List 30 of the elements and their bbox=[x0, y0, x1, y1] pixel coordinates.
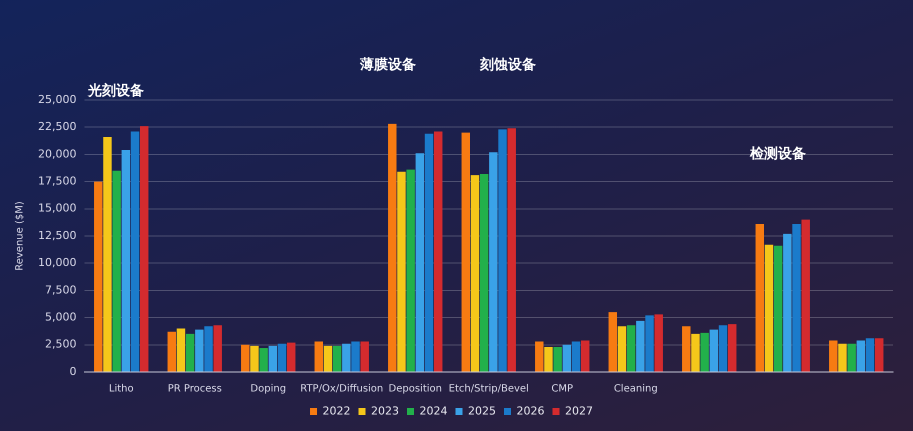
y-axis-title: Revenue ($M) bbox=[14, 201, 26, 271]
y-tick-label: 7,500 bbox=[44, 283, 76, 296]
y-tick-label: 0 bbox=[69, 364, 76, 378]
x-tick-label: Doping bbox=[250, 384, 286, 395]
x-tick-label: CMP bbox=[551, 384, 574, 395]
x-tick-label: Deposition bbox=[388, 384, 442, 395]
legend-label: 2022 bbox=[322, 404, 351, 418]
x-tick-label: Etch/Strip/Bevel bbox=[448, 384, 529, 395]
text: 刻蚀设备 bbox=[480, 56, 536, 74]
y-tick-label: 20,000 bbox=[38, 147, 76, 160]
y-tick-label: 17,500 bbox=[38, 174, 76, 188]
annotation: 检测设备 bbox=[750, 145, 806, 163]
text: 光刻设备 bbox=[88, 82, 144, 100]
x-tick-label: Cleaning bbox=[614, 384, 658, 395]
y-tick-label: 12,500 bbox=[38, 228, 76, 242]
y-tick-label: 25,000 bbox=[38, 92, 76, 106]
y-tick-label: 10,000 bbox=[38, 256, 76, 270]
legend-label: 2027 bbox=[564, 404, 593, 418]
y-tick-label: 2,500 bbox=[44, 338, 76, 351]
legend-label: 2023 bbox=[371, 404, 400, 418]
y-tick-label: 15,000 bbox=[38, 202, 76, 215]
y-tick-label: 22,500 bbox=[38, 120, 76, 134]
x-tick-label: Litho bbox=[108, 384, 134, 395]
legend-label: 2026 bbox=[516, 404, 544, 418]
y-tick-label: 5,000 bbox=[44, 310, 76, 324]
x-tick-label: RTP/Ox/Diffusion bbox=[300, 384, 384, 395]
x-tick-label: PR Process bbox=[168, 384, 222, 395]
text: 薄膜设备 bbox=[360, 56, 416, 74]
legend-label: 2025 bbox=[468, 404, 496, 418]
legend-label: 2024 bbox=[420, 404, 448, 418]
